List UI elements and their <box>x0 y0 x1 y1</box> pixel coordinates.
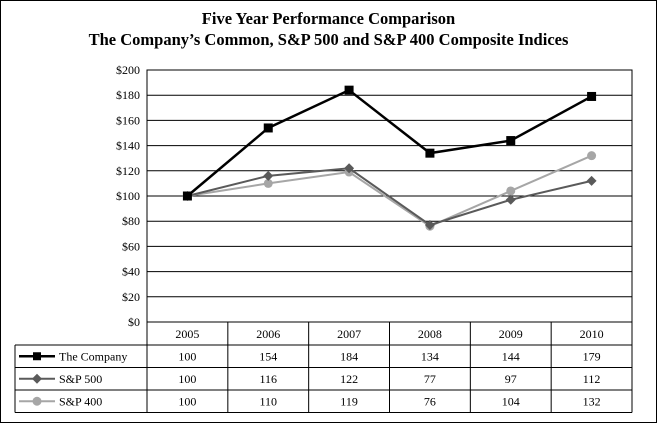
data-point <box>506 186 516 196</box>
data-point <box>587 151 597 161</box>
x-tick-label: 2007 <box>337 327 361 341</box>
legend-label: S&P 500 <box>59 372 102 386</box>
y-tick-label: $20 <box>122 290 140 304</box>
legend-marker <box>32 373 42 384</box>
data-point <box>587 91 597 101</box>
y-tick-label: $0 <box>128 315 140 329</box>
data-point <box>505 194 516 205</box>
data-point <box>506 136 516 146</box>
table-value: 119 <box>340 394 358 408</box>
y-tick-label: $180 <box>116 88 140 102</box>
x-tick-label: 2009 <box>499 327 523 341</box>
table-value: 77 <box>424 372 436 386</box>
legend-label: S&P 400 <box>59 394 102 408</box>
x-tick-label: 2006 <box>256 327 280 341</box>
y-tick-label: $120 <box>116 164 140 178</box>
table-value: 144 <box>502 349 520 363</box>
table-value: 100 <box>178 394 196 408</box>
table-value: 134 <box>421 349 439 363</box>
data-point <box>586 175 597 186</box>
table-value: 132 <box>583 394 601 408</box>
data-point <box>263 123 273 133</box>
y-tick-label: $40 <box>122 265 140 279</box>
legend-marker <box>33 352 41 361</box>
table-value: 179 <box>583 349 601 363</box>
table-value: 100 <box>178 372 196 386</box>
table-value: 154 <box>259 349 277 363</box>
y-tick-label: $140 <box>116 139 140 153</box>
data-point <box>424 219 435 230</box>
y-tick-label: $200 <box>116 63 140 77</box>
data-point <box>182 191 192 201</box>
table-value: 110 <box>259 394 277 408</box>
series-line <box>187 154 592 228</box>
series-line <box>187 167 592 227</box>
data-point <box>344 85 354 95</box>
data-point <box>425 148 435 158</box>
y-tick-label: $80 <box>122 214 140 228</box>
series-line <box>186 88 593 197</box>
chart-title: Five Year Performance Comparison <box>201 9 456 28</box>
data-point <box>263 170 274 181</box>
table-value: 100 <box>178 349 196 363</box>
y-tick-label: $60 <box>122 239 140 253</box>
table-value: 112 <box>583 372 601 386</box>
table-value: 184 <box>340 349 358 363</box>
table-value: 104 <box>502 394 520 408</box>
data-point <box>344 163 355 174</box>
legend-marker <box>32 396 42 406</box>
chart-subtitle: The Company’s Common, S&P 500 and S&P 40… <box>88 30 569 49</box>
table-value: 122 <box>340 372 358 386</box>
y-tick-label: $100 <box>116 189 140 203</box>
y-tick-label: $160 <box>116 113 140 127</box>
data-point <box>263 178 273 188</box>
legend-label: The Company <box>59 349 127 363</box>
x-tick-label: 2010 <box>580 327 604 341</box>
table-value: 76 <box>424 394 436 408</box>
x-tick-label: 2005 <box>175 327 199 341</box>
table-value: 116 <box>259 372 277 386</box>
table-value: 97 <box>505 372 517 386</box>
x-tick-label: 2008 <box>418 327 442 341</box>
